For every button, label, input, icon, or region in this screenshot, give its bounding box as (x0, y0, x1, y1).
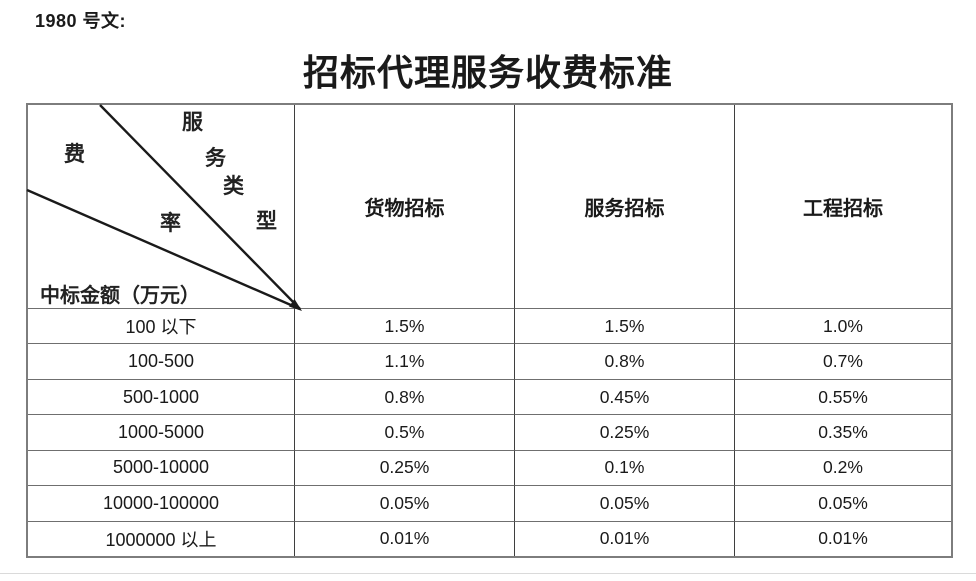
column-header-services: 服务招标 (514, 105, 734, 308)
diagonal-divider-lines (26, 104, 302, 311)
value-cell: 0.01% (514, 520, 734, 556)
row-label-cell: 100 以下 (28, 308, 294, 343)
row-label-cell: 1000-5000 (28, 414, 294, 449)
corner-label-char: 类 (223, 174, 244, 198)
row-label-cell: 100-500 (28, 343, 294, 378)
column-header-goods: 货物招标 (294, 105, 514, 308)
value-cell: 1.1% (294, 343, 514, 379)
arrowhead-icon (289, 299, 302, 311)
value-cell: 0.45% (514, 378, 734, 415)
value-cell: 1.5% (294, 308, 514, 344)
corner-label-char: 服 (182, 110, 203, 134)
value-cell: 0.5% (294, 414, 514, 450)
value-cell: 0.35% (734, 414, 951, 450)
row-label-cell: 500-1000 (28, 378, 294, 414)
value-cell: 1.0% (734, 308, 951, 344)
corner-label-char: 率 (160, 211, 181, 235)
value-cell: 0.05% (734, 485, 951, 521)
value-cell: 1.5% (514, 308, 734, 344)
corner-label-char: 务 (205, 146, 226, 170)
value-cell: 0.05% (514, 485, 734, 521)
corner-amount-label: 中标金额（万元） (40, 285, 200, 307)
document-reference: 1980 号文: (35, 11, 127, 31)
value-cell: 0.1% (514, 449, 734, 486)
page-edge-divider (0, 573, 976, 574)
value-cell: 0.05% (294, 485, 514, 521)
column-header-engineering: 工程招标 (734, 105, 951, 308)
value-cell: 0.7% (734, 343, 951, 379)
value-cell: 0.8% (514, 343, 734, 379)
value-cell: 0.01% (294, 520, 514, 556)
value-cell: 0.25% (294, 449, 514, 486)
value-cell: 0.55% (734, 378, 951, 415)
corner-label-char: 型 (256, 209, 277, 233)
row-label-cell: 1000000 以上 (28, 520, 294, 556)
value-cell: 0.2% (734, 449, 951, 486)
diagonal-corner-cell: 服 务 类 型 费 率 中标金额（万元） (26, 104, 302, 311)
corner-label-char: 费 (64, 142, 85, 166)
row-label-cell: 5000-10000 (28, 449, 294, 485)
value-cell: 0.25% (514, 414, 734, 450)
value-cell: 0.8% (294, 378, 514, 415)
page-title: 招标代理服务收费标准 (302, 53, 673, 93)
row-label-cell: 10000-100000 (28, 485, 294, 520)
fee-standard-table: 服 务 类 型 费 率 中标金额（万元） 货物招标 服务招标 工程招标 100 … (26, 103, 953, 558)
value-cell: 0.01% (734, 520, 951, 556)
